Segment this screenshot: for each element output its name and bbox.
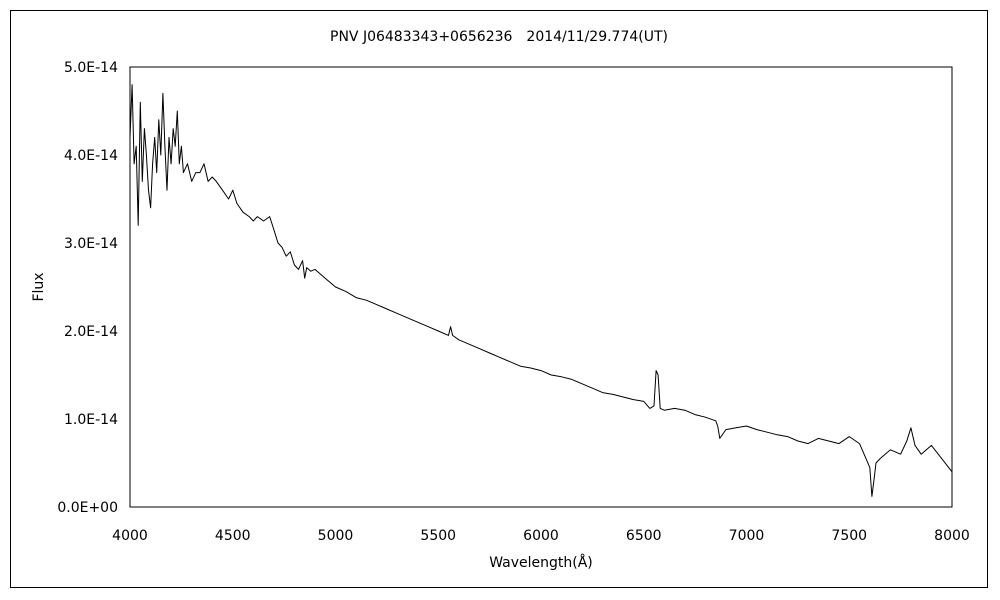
y-tick-label: 4.0E-14 (64, 148, 118, 164)
y-axis: 0.0E+00 1.0E-14 2.0E-14 3.0E-14 4.0E-14 5.0E-… (57, 60, 118, 516)
x-tick-label: 4500 (215, 528, 251, 544)
x-tick-label: 6000 (523, 528, 559, 544)
y-tick-label: 0.0E+00 (57, 500, 118, 516)
spectrum-line (129, 84, 953, 497)
chart-title: PNV J06483343+0656236 2014/11/29.774(UT) (330, 29, 668, 45)
y-tick-label: 1.0E-14 (64, 412, 118, 428)
y-tick-label: 5.0E-14 (64, 60, 118, 76)
x-tick-label: 4000 (112, 528, 148, 544)
y-tick-label: 3.0E-14 (64, 236, 118, 252)
x-tick-label: 6500 (626, 528, 662, 544)
chart-frame (10, 10, 988, 588)
x-axis: 4000 4500 5000 5500 6000 6500 7000 7500 8000 (112, 528, 970, 544)
x-axis-label: Wavelength(Å) (489, 554, 593, 571)
x-tick-label: 5500 (420, 528, 456, 544)
x-tick-label: 7500 (831, 528, 867, 544)
y-tick-label: 2.0E-14 (64, 324, 118, 340)
y-axis-label: Flux (31, 272, 47, 301)
series-layer (129, 84, 953, 497)
x-tick-label: 8000 (934, 528, 970, 544)
x-tick-label: 5000 (318, 528, 354, 544)
x-tick-label: 7000 (729, 528, 765, 544)
plot-area (129, 66, 953, 508)
